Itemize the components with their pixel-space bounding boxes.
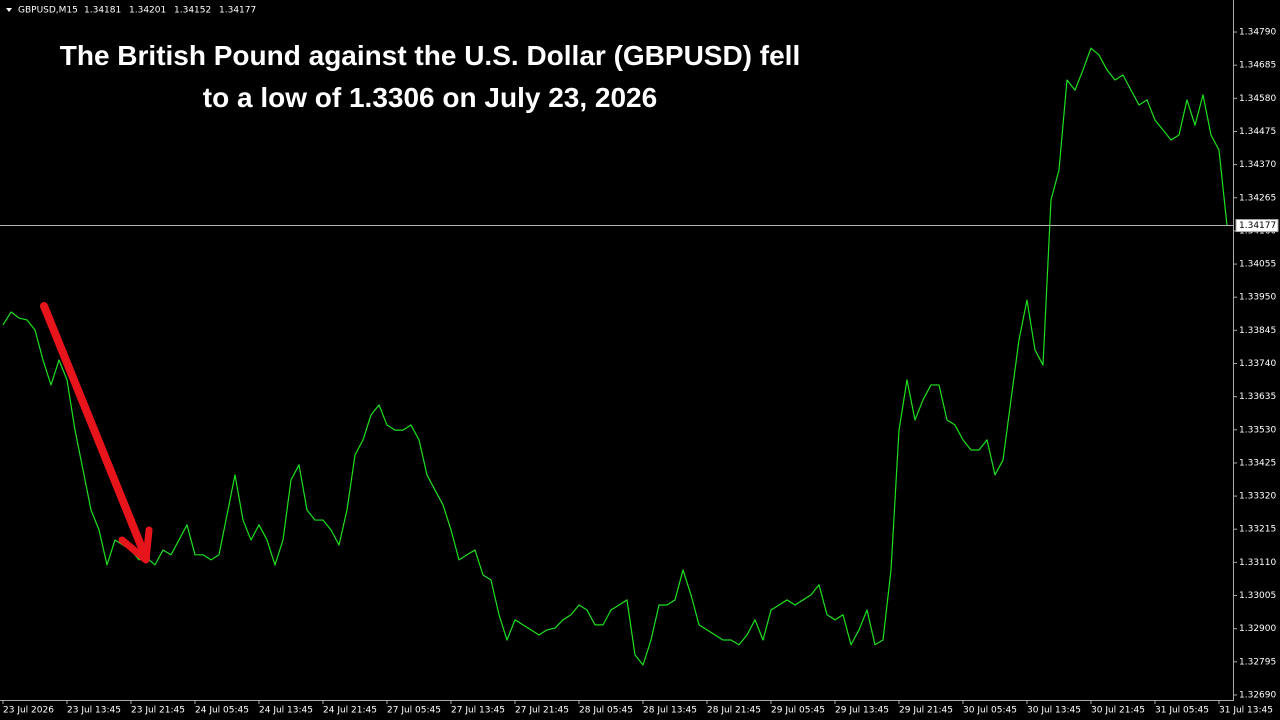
annotation-line: to a low of 1.3306 on July 23, 2026 (203, 82, 657, 113)
x-tick-label: 27 Jul 21:45 (515, 706, 569, 716)
y-tick-label: 1.34790 (1239, 28, 1276, 38)
y-tick-label: 1.33110 (1239, 558, 1276, 568)
y-tick-label: 1.33320 (1239, 492, 1276, 502)
header-ohlc-value: 1.34181 (84, 6, 121, 16)
x-tick-label: 23 Jul 2026 (3, 706, 54, 716)
header-ohlc: 1.34181 1.34201 1.34152 1.34177 (84, 6, 256, 16)
x-tick-label: 24 Jul 13:45 (259, 706, 313, 716)
x-tick-label: 30 Jul 13:45 (1027, 706, 1081, 716)
x-tick-label: 28 Jul 21:45 (707, 706, 761, 716)
menu-arrow[interactable] (6, 8, 12, 12)
x-tick-label: 28 Jul 13:45 (643, 706, 697, 716)
x-tick-label: 24 Jul 05:45 (195, 706, 249, 716)
y-tick-label: 1.33005 (1239, 591, 1276, 601)
x-tick-label: 23 Jul 21:45 (131, 706, 185, 716)
header-ohlc-value: 1.34152 (174, 6, 211, 16)
y-tick-label: 1.34475 (1239, 127, 1276, 137)
y-tick-label: 1.34265 (1239, 193, 1276, 203)
y-tick-label: 1.33635 (1239, 392, 1276, 402)
x-tick-label: 30 Jul 05:45 (963, 706, 1017, 716)
y-tick-label: 1.33740 (1239, 359, 1276, 369)
y-tick-label: 1.32690 (1239, 690, 1276, 700)
header-symbol: GBPUSD,M15 (18, 6, 78, 16)
y-tick-label: 1.34580 (1239, 94, 1276, 104)
current-price-label: 1.34177 (1239, 221, 1276, 231)
y-tick-label: 1.33530 (1239, 425, 1276, 435)
x-tick-label: 29 Jul 05:45 (771, 706, 825, 716)
y-tick-label: 1.34370 (1239, 160, 1276, 170)
x-tick-label: 31 Jul 05:45 (1155, 706, 1209, 716)
x-tick-label: 28 Jul 05:45 (579, 706, 633, 716)
price-line (2, 47, 1228, 666)
y-tick-label: 1.34055 (1239, 260, 1276, 270)
plot: 1.34790 1.34685 1.34580 1.34475 1.34370 1.342… (0, 28, 1279, 716)
annotation-line: The British Pound against the U.S. Dolla… (60, 40, 801, 71)
x-tick-label: 27 Jul 05:45 (387, 706, 441, 716)
current-price-box (1235, 219, 1279, 233)
x-tick-label: 29 Jul 13:45 (835, 706, 889, 716)
x-tick-label: 24 Jul 21:45 (323, 706, 377, 716)
x-tick-label: 23 Jul 13:45 (67, 706, 121, 716)
y-tick-label: 1.34685 (1239, 61, 1276, 71)
y-tick-label: 1.32900 (1239, 624, 1276, 634)
y-tick-label: 1.33845 (1239, 326, 1276, 336)
x-tick-label: 27 Jul 13:45 (451, 706, 505, 716)
y-tick-label: 1.33425 (1239, 458, 1276, 468)
header-ohlc-value: 1.34201 (129, 6, 166, 16)
x-tick-label: 31 Jul 13:45 (1219, 706, 1273, 716)
x-tick-label: 30 Jul 21:45 (1091, 706, 1145, 716)
y-tick-label: 1.33950 (1239, 293, 1276, 303)
header-ohlc-value: 1.34177 (219, 6, 256, 16)
y-tick-label: 1.33215 (1239, 525, 1276, 535)
y-tick-label: 1.32795 (1239, 657, 1276, 667)
x-tick-label: 29 Jul 21:45 (899, 706, 953, 716)
red-arrow (40, 302, 153, 564)
